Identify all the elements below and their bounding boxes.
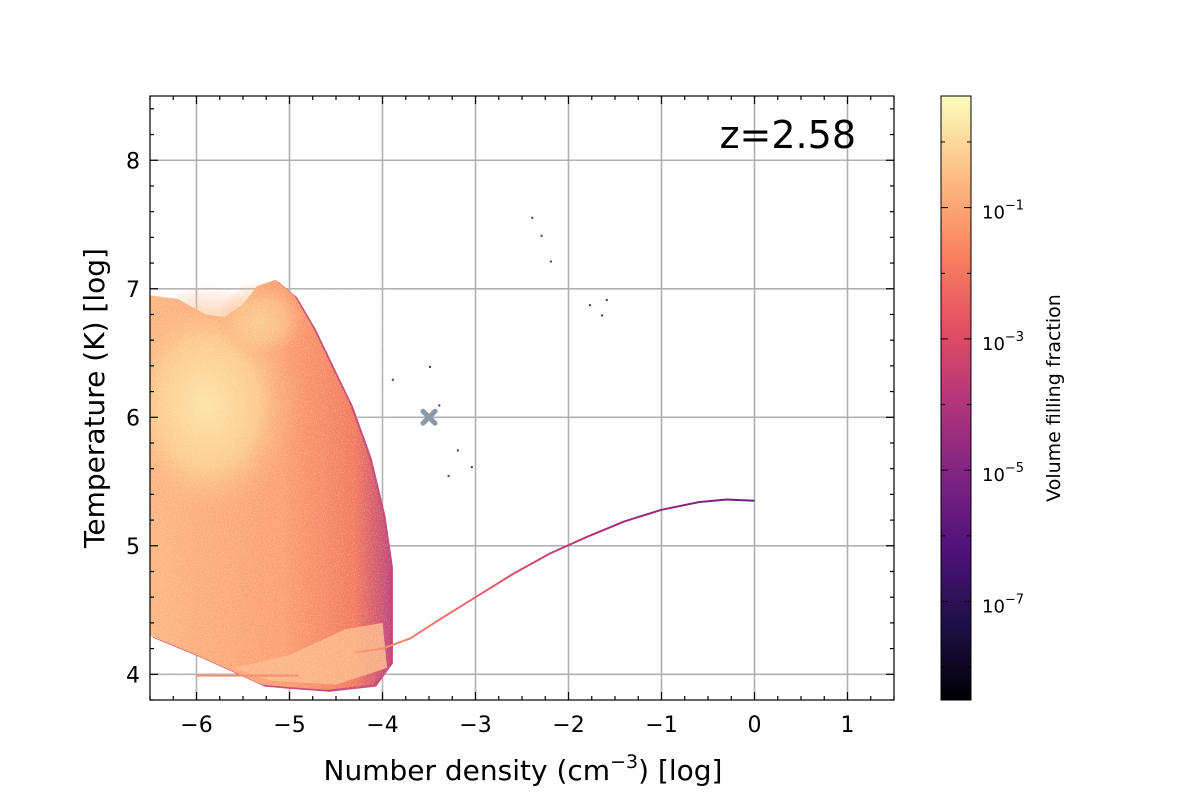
y-tick-label: 4	[126, 663, 140, 688]
outlier-pixel	[531, 216, 534, 219]
outlier-pixel	[470, 466, 473, 469]
colorbar-tick-label: 10−3	[982, 330, 1024, 355]
outlier-pixel	[588, 304, 591, 307]
reference-marker-x	[420, 408, 438, 426]
colorbar-title: Volume filling fraction	[1043, 294, 1065, 502]
x-axis-title: Number density (cm−3) [log]	[324, 751, 723, 787]
x-tick-label: −1	[645, 713, 677, 738]
colorbar	[940, 95, 972, 701]
colorbar-tick-label: 10−1	[982, 199, 1024, 224]
heatmap-density	[150, 216, 608, 692]
x-tick-label: −4	[366, 713, 398, 738]
x-tick-label: 0	[748, 713, 762, 738]
x-tick-label: −6	[180, 713, 212, 738]
y-tick-label: 6	[126, 406, 140, 431]
equilibrium-track	[354, 498, 755, 654]
x-axis-title-superscript: −3	[610, 751, 638, 773]
x-tick-label: 1	[841, 713, 855, 738]
outlier-pixel	[447, 475, 450, 478]
outlier-pixel	[540, 234, 543, 237]
outlier-pixel	[429, 365, 431, 368]
outlier-pixel	[438, 404, 441, 407]
reference-marker	[420, 408, 438, 426]
y-tick-label: 8	[126, 149, 140, 174]
equilibrium-track-line	[354, 498, 755, 654]
axis-ticks	[149, 96, 895, 701]
colorbar-ticks: 10−1 10−3 10−5 10−7	[941, 141, 1024, 668]
colorbar-tick-label: 10−7	[982, 593, 1024, 618]
y-tick-label: 5	[126, 535, 140, 560]
outlier-pixel	[456, 449, 459, 452]
x-tick-label: −2	[552, 713, 584, 738]
x-tick-label: −3	[459, 713, 491, 738]
y-tick-label: 7	[126, 278, 140, 303]
colorbar-tick-label: 10−5	[982, 461, 1024, 486]
outlier-pixel	[601, 314, 604, 317]
outlier-pixel	[549, 260, 552, 263]
y-axis-title: Temperature (K) [log]	[78, 248, 111, 549]
redshift-annotation: z=2.58	[720, 113, 856, 157]
x-tick-label: −5	[273, 713, 305, 738]
x-tick-labels: −6 −5 −4 −3 −2 −1 0 1	[180, 713, 854, 738]
y-tick-labels: 4 5 6 7 8	[126, 149, 140, 688]
outlier-pixel	[391, 378, 394, 381]
outlier-pixel	[605, 299, 608, 302]
heatmap-speckle	[150, 279, 390, 690]
